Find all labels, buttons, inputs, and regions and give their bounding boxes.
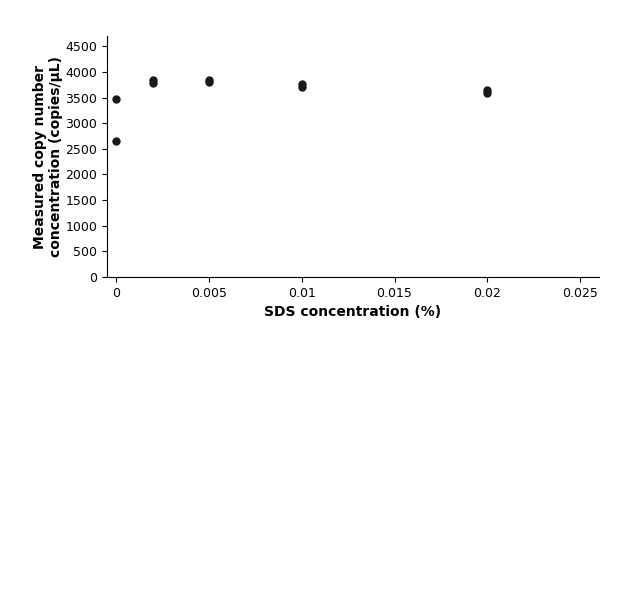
Point bbox=[149, 78, 159, 87]
Point bbox=[149, 75, 159, 85]
Point bbox=[204, 78, 214, 87]
Point bbox=[482, 85, 492, 95]
Point bbox=[482, 88, 492, 98]
Point bbox=[297, 82, 307, 92]
Point bbox=[297, 79, 307, 89]
Point bbox=[204, 75, 214, 85]
Text: Figure 4. The effect of SDS concentration in reaction mixture
on DNA copy number: Figure 4. The effect of SDS concentratio… bbox=[50, 358, 580, 545]
X-axis label: SDS concentration (%): SDS concentration (%) bbox=[264, 305, 442, 319]
Point bbox=[112, 94, 122, 104]
Point bbox=[112, 136, 122, 146]
Y-axis label: Measured copy number
concentration (copies/μL): Measured copy number concentration (copi… bbox=[33, 56, 63, 257]
